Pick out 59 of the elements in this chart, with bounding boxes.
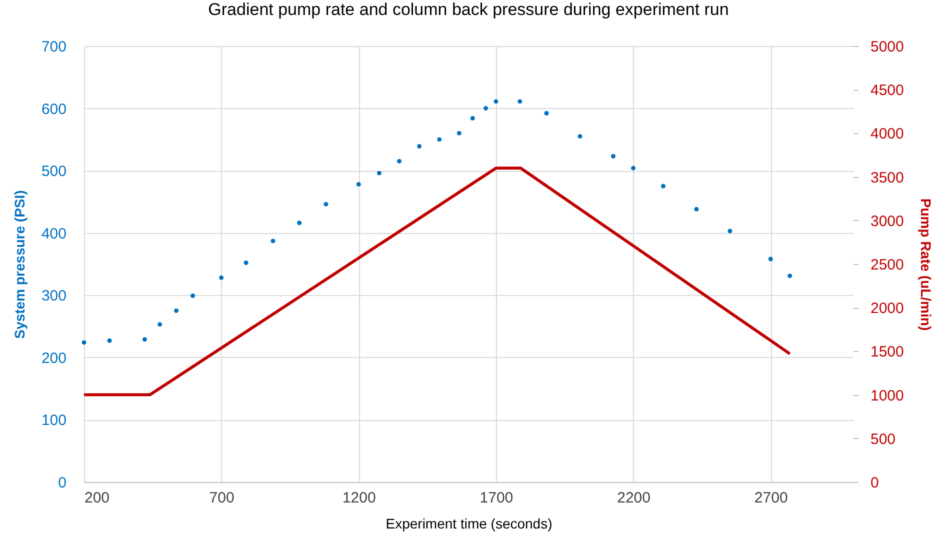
- point: [660, 184, 666, 188]
- y2-tick-label: 3500: [870, 169, 904, 186]
- point: [484, 106, 488, 111]
- chart-title: Gradient pump rate and column back pressure during experiment run: [208, 0, 729, 19]
- point: [270, 238, 276, 244]
- point: [544, 111, 549, 116]
- point: [377, 170, 382, 176]
- y-axis-title: System pressure (PSI): [11, 190, 28, 339]
- point: [82, 340, 86, 345]
- point: [297, 220, 302, 226]
- point: [158, 322, 162, 327]
- point: [611, 154, 616, 158]
- y2-tick-label: 4500: [870, 82, 904, 100]
- point: [470, 116, 475, 120]
- x-tick-label: 1200: [342, 490, 376, 506]
- point: [456, 130, 462, 136]
- point: [631, 166, 636, 170]
- y2-tick-label: 4000: [870, 126, 904, 143]
- y2-tick-label: 5000: [870, 38, 904, 56]
- y2-tick-label: 2500: [870, 256, 904, 274]
- x-tick-label: 700: [209, 490, 234, 506]
- x-tick-label: 2700: [754, 490, 788, 506]
- x-axis-title: Experiment time (seconds): [386, 516, 552, 532]
- point: [324, 202, 328, 206]
- point: [578, 134, 582, 139]
- point: [494, 99, 498, 104]
- point: [518, 99, 522, 104]
- y2-tick-label: 3000: [870, 212, 904, 230]
- y2-tick-label: 1500: [870, 344, 904, 361]
- point: [107, 338, 112, 343]
- x-tick-label: 1700: [480, 490, 514, 506]
- point: [417, 144, 422, 149]
- point: [788, 274, 792, 278]
- x-tick-label: 200: [84, 490, 110, 506]
- point: [694, 206, 699, 212]
- point: [768, 256, 773, 262]
- x-tick-label: 2200: [617, 490, 650, 506]
- y-tick-label: 600: [41, 100, 66, 118]
- y2-axis-title: Pump Rate (uL/min): [918, 198, 934, 331]
- point: [244, 260, 248, 265]
- y-tick-label: 200: [41, 350, 66, 367]
- y2-tick-label: 500: [870, 430, 896, 448]
- y-tick-label: 500: [41, 163, 66, 180]
- point: [142, 337, 147, 342]
- y-tick-label: 700: [41, 38, 66, 56]
- y2-tick-label: 2000: [870, 300, 904, 318]
- y2-tick-label: 0: [870, 474, 879, 492]
- y2-tick-label: 1000: [870, 387, 904, 404]
- y-tick-label: 100: [41, 412, 66, 430]
- point: [219, 275, 224, 280]
- point: [397, 158, 402, 164]
- point: [356, 182, 361, 187]
- y-tick-label: 0: [58, 474, 66, 492]
- point: [190, 294, 195, 298]
- point: [174, 308, 179, 313]
- point: [437, 137, 442, 142]
- point: [728, 228, 732, 234]
- y-tick-label: 300: [41, 288, 66, 305]
- y-tick-label: 400: [41, 225, 66, 242]
